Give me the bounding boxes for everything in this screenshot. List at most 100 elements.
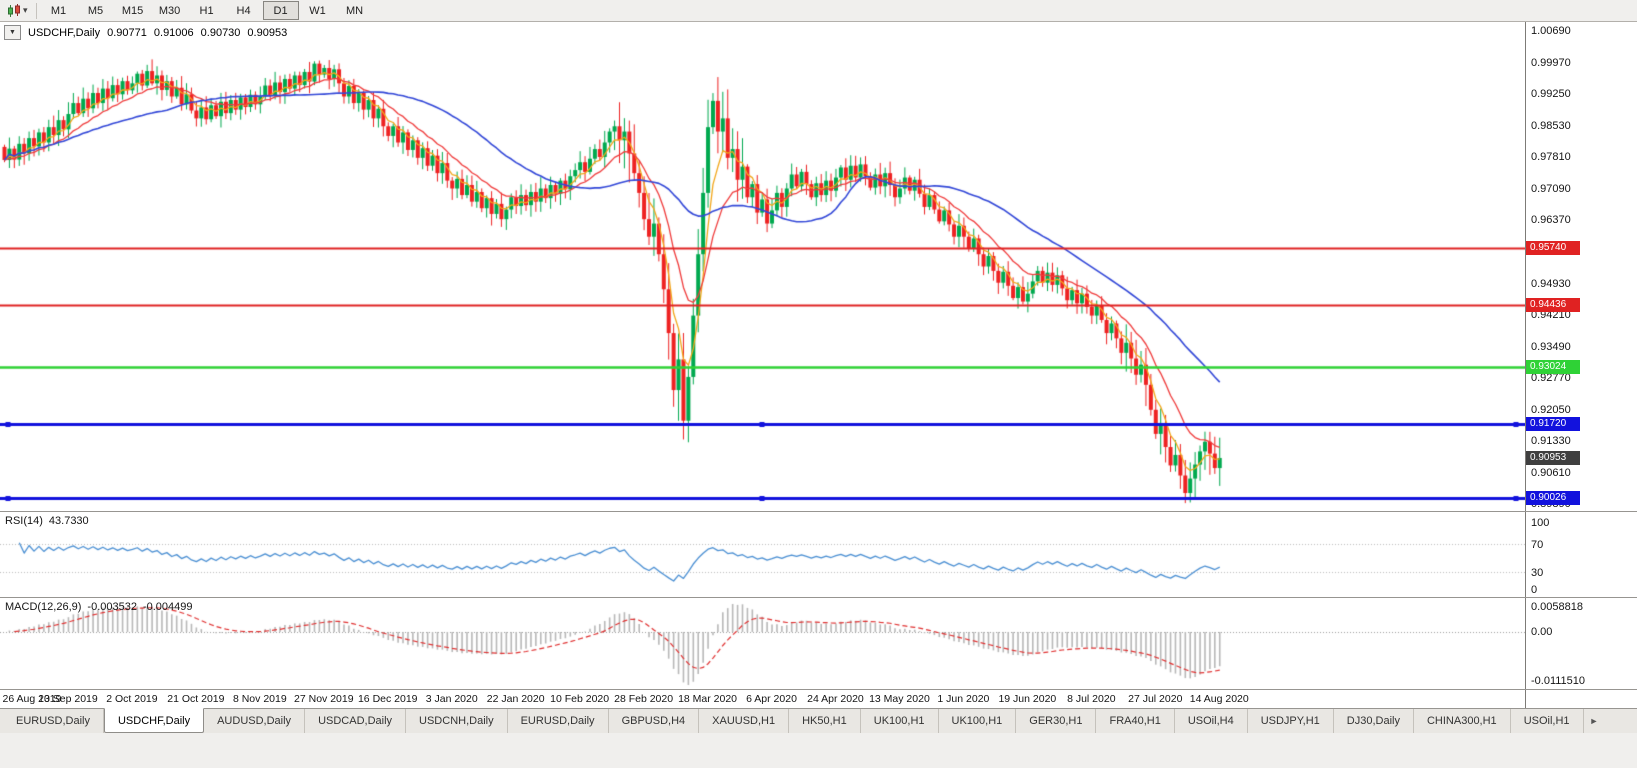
price-axis: 1.00690 0.99970 0.99250 0.98530 0.97810 0.970… <box>1525 22 1637 511</box>
date-axis-label: 28 Feb 2020 <box>614 693 674 705</box>
timeframe-button-d1[interactable]: D1 <box>262 1 299 20</box>
chart-tab-usdcnh-daily[interactable]: USDCNH,Daily <box>406 709 508 733</box>
rsi-axis-label: 0 <box>1531 584 1538 596</box>
chart-tab-usoil-h1[interactable]: USOil,H1 <box>1511 709 1584 733</box>
chart-tab-hk50-h1[interactable]: HK50,H1 <box>789 709 861 733</box>
price-line-badge: 0.94436 <box>1526 298 1580 313</box>
chart-tab-usoil-h4[interactable]: USOil,H4 <box>1175 709 1248 733</box>
chart-tab-usdcad-daily[interactable]: USDCAD,Daily <box>305 709 407 733</box>
date-axis-label: 1 Jun 2020 <box>937 693 990 705</box>
rsi-axis: 100 70 30 0 <box>1525 512 1637 597</box>
timeframe-button-m30[interactable]: M30 <box>158 4 181 17</box>
chart-tab-usdjpy-h1[interactable]: USDJPY,H1 <box>1248 709 1334 733</box>
chart-tab-usdchf-daily[interactable]: USDCHF,Daily <box>103 708 205 733</box>
chart-open-value: 0.90771 <box>107 26 147 39</box>
macd-signal-value: -0.004499 <box>142 601 193 613</box>
timeframe-button-h4[interactable]: H4 <box>236 4 251 17</box>
date-axis: 26 Aug 2019 13 Sep 2019 2 Oct 2019 21 Oct 2… <box>0 690 1525 708</box>
chevron-down-icon: ▾ <box>23 5 28 15</box>
timeframe-buttons-group: M1 M5 M15 M30 H1 H4 D1 W1 MN <box>41 1 373 20</box>
date-axis-label: 27 Jul 2020 <box>1128 693 1183 705</box>
chart-tab-ger30-h1[interactable]: GER30,H1 <box>1016 709 1097 733</box>
rsi-axis-label: 30 <box>1531 567 1544 580</box>
date-axis-label: 8 Jul 2020 <box>1067 693 1116 705</box>
timeframe-button-h1[interactable]: H1 <box>199 4 214 17</box>
date-axis-label: 2 Oct 2019 <box>106 693 158 705</box>
price-axis-label: 0.98530 <box>1531 119 1571 132</box>
chart-tab-eurusd-daily[interactable]: EURUSD,Daily <box>3 709 104 733</box>
timeframe-button-m1[interactable]: M1 <box>50 4 67 17</box>
chart-tab-uk100-h1[interactable]: UK100,H1 <box>939 709 1017 733</box>
date-axis-label: 10 Feb 2020 <box>550 693 610 705</box>
chart-symbol-label: USDCHF,Daily <box>28 26 101 39</box>
tab-scroll-right-button[interactable]: ► <box>1589 716 1599 726</box>
rsi-value: 43.7330 <box>48 515 89 527</box>
date-axis-label: 18 Mar 2020 <box>678 693 738 705</box>
toolbar-separator <box>35 2 37 19</box>
chart-tab-audusd-daily[interactable]: AUDUSD,Daily <box>204 709 306 733</box>
price-axis-label: 0.92770 <box>1531 372 1571 385</box>
timeframe-button-m5[interactable]: M5 <box>87 4 104 17</box>
macd-axis-label: 0.0058818 <box>1531 601 1583 613</box>
chart-low-value: 0.90730 <box>200 26 241 39</box>
timeframe-toolbar: ▾ M1 M5 M15 M30 H1 H4 D1 W1 MN <box>0 0 1637 22</box>
chart-tab-bar: EURUSD,Daily USDCHF,Daily AUDUSD,Daily USDC… <box>0 708 1637 733</box>
price-axis-label: 0.92050 <box>1531 403 1571 416</box>
status-area <box>0 733 1637 768</box>
price-axis-label: 0.90610 <box>1531 466 1571 479</box>
date-axis-label: 24 Apr 2020 <box>807 693 864 705</box>
date-axis-label: 16 Dec 2019 <box>357 693 418 705</box>
chart-tab-gbpusd-h4[interactable]: GBPUSD,H4 <box>609 709 700 733</box>
timeframe-button-m15[interactable]: M15 <box>121 4 144 17</box>
chart-tab-dj30-daily[interactable]: DJ30,Daily <box>1334 709 1414 733</box>
date-axis-label: 13 May 2020 <box>869 693 930 705</box>
symbol-menu-button[interactable]: ▼ <box>4 25 21 40</box>
timeframe-button-mn[interactable]: MN <box>345 4 364 17</box>
price-axis-label: 0.97090 <box>1531 182 1571 195</box>
price-chart-canvas[interactable] <box>0 22 1525 511</box>
current-price-badge: 0.90953 <box>1526 450 1580 465</box>
macd-canvas[interactable] <box>0 598 1525 689</box>
date-axis-label: 22 Jan 2020 <box>486 693 545 705</box>
macd-axis-label: 0.00 <box>1531 626 1553 638</box>
chart-tab-eurusd-daily[interactable]: EURUSD,Daily <box>508 709 609 733</box>
price-line-badge: 0.93024 <box>1526 360 1580 375</box>
date-axis-label: 3 Jan 2020 <box>425 693 478 705</box>
price-line-badge: 0.91720 <box>1526 417 1580 432</box>
date-axis-label: 21 Oct 2019 <box>167 693 225 705</box>
date-axis-label: 14 Aug 2020 <box>1189 693 1249 705</box>
price-axis-label: 0.99970 <box>1531 56 1571 69</box>
price-chart-panel: ▼ USDCHF,Daily 0.90771 0.91006 0.90730 0… <box>0 22 1637 512</box>
rsi-canvas[interactable] <box>0 512 1525 597</box>
macd-indicator-panel: MACD(12,26,9) -0.003532 -0.004499 0.0058… <box>0 598 1637 690</box>
macd-axis-label: -0.0111510 <box>1531 675 1586 687</box>
date-axis-label: 6 Apr 2020 <box>746 693 797 705</box>
date-axis-label: 19 Jun 2020 <box>998 693 1057 705</box>
price-axis-label: 0.94930 <box>1531 277 1571 290</box>
date-axis-label: 8 Nov 2019 <box>232 693 287 705</box>
rsi-label: RSI(14) 43.7330 <box>5 515 89 527</box>
macd-name: MACD(12,26,9) <box>5 601 82 613</box>
price-axis-label: 0.91330 <box>1531 435 1571 448</box>
price-axis-label: 0.93490 <box>1531 340 1571 353</box>
timeframe-button-w1[interactable]: W1 <box>309 4 326 17</box>
chart-tab-uk100-h1[interactable]: UK100,H1 <box>861 709 939 733</box>
chart-close-value: 0.90953 <box>247 26 288 39</box>
date-axis-label: 27 Nov 2019 <box>294 693 354 705</box>
chart-type-button[interactable]: ▾ <box>3 1 32 21</box>
price-axis-label: 0.97810 <box>1531 151 1571 164</box>
price-axis-label: 1.00690 <box>1531 25 1571 38</box>
chart-tab-xauusd-h1[interactable]: XAUUSD,H1 <box>699 709 790 733</box>
price-line-badge: 0.90026 <box>1526 491 1580 506</box>
chart-tab-fra40-h1[interactable]: FRA40,H1 <box>1096 709 1175 733</box>
chart-title: ▼ USDCHF,Daily 0.90771 0.91006 0.90730 0… <box>4 25 287 40</box>
symbol-menu-icon: ▼ <box>9 29 16 36</box>
rsi-axis-label: 70 <box>1531 538 1544 551</box>
date-axis-label: 13 Sep 2019 <box>38 693 98 705</box>
macd-axis: 0.0058818 0.00 -0.0111510 <box>1525 598 1637 689</box>
rsi-axis-label: 100 <box>1531 517 1550 529</box>
price-axis-label: 0.99250 <box>1531 88 1571 101</box>
chart-tab-china300-h1[interactable]: CHINA300,H1 <box>1414 709 1511 733</box>
candlestick-chart-icon <box>8 3 20 17</box>
rsi-name: RSI(14) <box>5 515 43 527</box>
